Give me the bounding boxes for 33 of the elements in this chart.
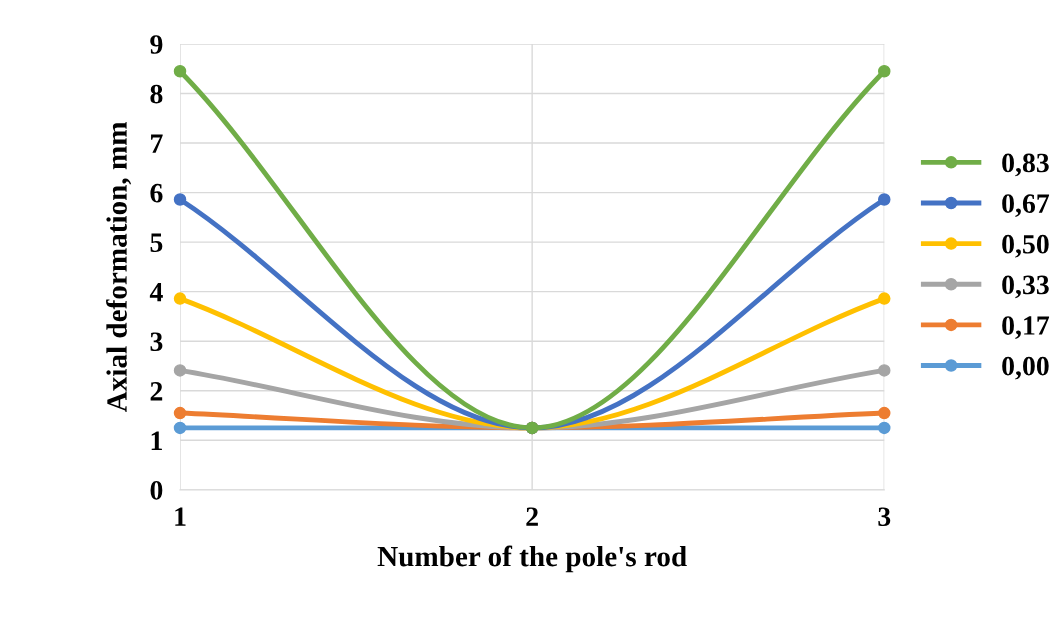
y-tick-label: 4 bbox=[149, 283, 163, 302]
point bbox=[878, 64, 891, 78]
x-tick-label: 3 bbox=[878, 507, 891, 527]
point bbox=[173, 364, 187, 377]
point bbox=[173, 421, 187, 435]
point bbox=[173, 292, 187, 305]
y-tick-label: 1 bbox=[151, 431, 162, 450]
point bbox=[878, 406, 891, 420]
y-tick-label: 2 bbox=[150, 382, 163, 401]
point bbox=[173, 64, 187, 78]
y-tick-label: 0 bbox=[150, 481, 163, 500]
y-axis-title: Axial deformation, mm bbox=[106, 121, 132, 413]
legend-label: 0,17 bbox=[1002, 316, 1050, 339]
point bbox=[878, 292, 891, 305]
y-tick-label: 3 bbox=[150, 332, 163, 352]
y-tick-label: 6 bbox=[150, 183, 163, 203]
x-tick-label: 2 bbox=[526, 507, 538, 526]
legend-label: 0,33 bbox=[1002, 275, 1049, 299]
x-axis-title: Number of the pole's rod bbox=[377, 545, 687, 573]
point bbox=[878, 193, 891, 206]
y-tick-label: 8 bbox=[150, 84, 163, 104]
point bbox=[878, 364, 891, 377]
legend-label: 0,00 bbox=[1002, 356, 1049, 380]
point bbox=[173, 193, 187, 206]
point bbox=[878, 421, 891, 435]
legend-label: 0,83 bbox=[1002, 153, 1049, 177]
y-tick-label: 7 bbox=[151, 134, 163, 153]
x-tick-label: 1 bbox=[175, 507, 186, 526]
y-tick-label: 5 bbox=[150, 233, 163, 253]
point bbox=[173, 406, 187, 420]
legend-label: 0,50 bbox=[1002, 234, 1049, 258]
legend-label: 0,67 bbox=[1002, 194, 1050, 218]
y-tick-label: 9 bbox=[150, 35, 163, 54]
